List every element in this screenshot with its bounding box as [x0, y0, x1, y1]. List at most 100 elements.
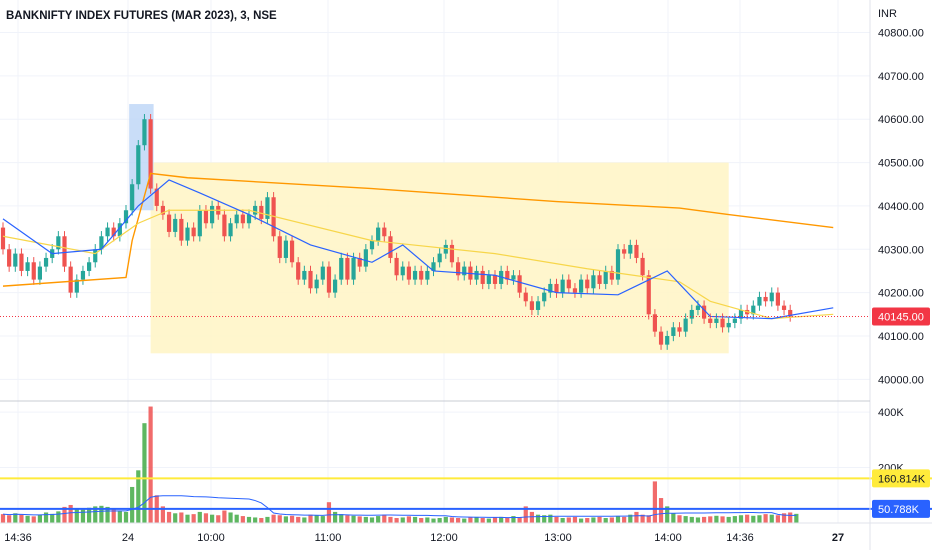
candle-body [585, 279, 590, 289]
candle-body [560, 279, 565, 293]
candle-body [566, 279, 571, 289]
volume-bar [382, 514, 387, 523]
candle-body [142, 119, 147, 146]
volume-bar [751, 515, 756, 523]
volume-bar [166, 511, 172, 523]
candle-body [326, 266, 332, 293]
volume-bar [289, 515, 295, 523]
volume-bar [579, 518, 584, 523]
candle-body [603, 270, 608, 284]
volume-bar [732, 516, 737, 523]
candle-body [720, 318, 725, 328]
candle-body [43, 257, 49, 267]
volume-bar [492, 517, 498, 523]
volume-bar [683, 516, 688, 523]
candle-body [246, 214, 252, 224]
volume-bar [425, 517, 430, 523]
volume-bar [345, 515, 350, 523]
volume-bar [216, 515, 221, 523]
volume-tick-label: 400K [878, 407, 904, 419]
volume-bar [277, 515, 282, 523]
volume-bar [400, 517, 405, 523]
volume-bar [781, 513, 787, 523]
candle-body [68, 266, 73, 293]
volume-bar [449, 517, 455, 523]
candle-body [548, 283, 553, 293]
candle-body [683, 318, 688, 332]
volume-bar [357, 516, 362, 523]
price-axis[interactable]: 40800.00 40700.00 40600.00 40500.00 40400.00… [878, 28, 924, 387]
volume-level-tag-text: 50.788K [878, 504, 920, 516]
volume-bar [0, 514, 6, 523]
volume-bar [689, 516, 694, 523]
candle-body [0, 227, 6, 250]
volume-bar [658, 498, 664, 523]
time-axis[interactable]: 14:36 24 10:00 11:00 12:00 13:00 14:00 14:36 27 [4, 532, 844, 544]
candle-body [31, 262, 36, 280]
candle-body [80, 270, 86, 280]
volume-bar [486, 518, 491, 523]
candle-body [13, 253, 18, 267]
candle-body [443, 244, 448, 254]
volume-bar [326, 502, 332, 523]
volume-bar [474, 516, 479, 523]
volume-bar [62, 506, 67, 523]
price-tick-label: 40100.00 [878, 331, 924, 343]
volume-bar [351, 515, 356, 523]
candle-body [788, 309, 793, 317]
candle-body [296, 262, 301, 280]
volume-bar [363, 516, 368, 523]
candle-body [751, 305, 756, 315]
volume-bar [142, 423, 147, 523]
candle-body [339, 257, 344, 280]
ema-fast-line [2, 179, 834, 320]
candle-body [665, 335, 670, 345]
candle-body [351, 257, 356, 280]
volume-bar [56, 511, 61, 523]
volume-bar [185, 514, 190, 523]
candle-body [628, 244, 633, 254]
volume-bar [560, 518, 565, 523]
volume-bar [388, 516, 393, 523]
time-tick-label: 14:36 [4, 532, 32, 544]
volume-bar [31, 516, 36, 523]
candle-body [529, 301, 534, 310]
price-tick-label: 40200.00 [878, 288, 924, 300]
candle-body [203, 210, 209, 224]
volume-bar [87, 507, 92, 523]
candle-body [708, 318, 713, 323]
indicator-lines [2, 172, 834, 320]
candle-body [597, 275, 602, 284]
volume-bar [677, 515, 682, 523]
candle-body [234, 214, 239, 224]
candle-body [265, 197, 270, 219]
volume-bar [25, 515, 30, 523]
volume-bar [197, 511, 202, 523]
candle-body [283, 240, 288, 258]
volume-bar [419, 518, 424, 523]
volume-bar [37, 514, 42, 523]
candle-body [400, 266, 405, 276]
candle-body [781, 305, 787, 310]
volume-bar [136, 470, 141, 523]
volume-bar [468, 517, 473, 523]
candle-body [714, 318, 719, 323]
volume-bar [517, 517, 522, 523]
candle-body [357, 257, 362, 267]
price-tick-label: 40800.00 [878, 28, 924, 40]
volume-bar [726, 516, 731, 523]
volume-bar [123, 511, 129, 523]
candle-body [148, 119, 153, 189]
volume-bar [603, 518, 608, 523]
candle-body [302, 270, 307, 280]
volume-bar [93, 506, 98, 523]
candle-body [19, 253, 24, 271]
price-tick-label: 40500.00 [878, 158, 924, 170]
volume-bar [203, 513, 209, 523]
candle-body [382, 227, 387, 237]
candle-body [419, 270, 424, 280]
candle-body [406, 266, 411, 280]
candle-body [7, 249, 12, 267]
